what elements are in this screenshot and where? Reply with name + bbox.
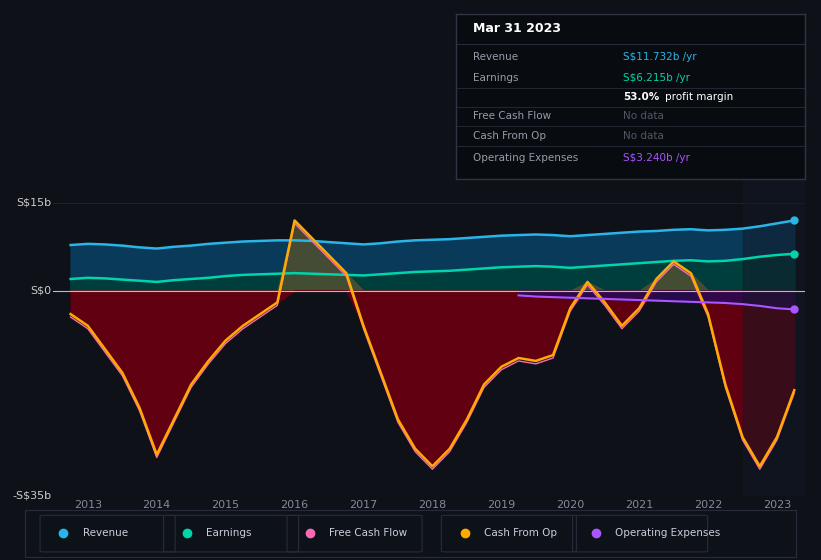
Text: 53.0%: 53.0% xyxy=(623,92,659,101)
Text: No data: No data xyxy=(623,131,664,141)
Text: S$11.732b /yr: S$11.732b /yr xyxy=(623,52,697,62)
Text: Cash From Op: Cash From Op xyxy=(473,131,546,141)
Text: Revenue: Revenue xyxy=(83,529,127,538)
Text: Earnings: Earnings xyxy=(473,73,519,83)
Text: S$15b: S$15b xyxy=(16,198,52,208)
Text: Free Cash Flow: Free Cash Flow xyxy=(473,111,551,122)
Text: Cash From Op: Cash From Op xyxy=(484,529,557,538)
Text: -S$35b: -S$35b xyxy=(13,491,52,501)
Text: Operating Expenses: Operating Expenses xyxy=(473,153,578,163)
Text: S$6.215b /yr: S$6.215b /yr xyxy=(623,73,690,83)
Text: Revenue: Revenue xyxy=(473,52,518,62)
Text: No data: No data xyxy=(623,111,664,122)
Text: Mar 31 2023: Mar 31 2023 xyxy=(473,22,561,35)
Text: S$0: S$0 xyxy=(30,286,52,296)
Text: Earnings: Earnings xyxy=(206,529,251,538)
Text: Operating Expenses: Operating Expenses xyxy=(615,529,720,538)
Bar xyxy=(742,174,805,496)
Text: S$3.240b /yr: S$3.240b /yr xyxy=(623,153,690,163)
Text: profit margin: profit margin xyxy=(665,92,733,101)
Text: Free Cash Flow: Free Cash Flow xyxy=(329,529,407,538)
